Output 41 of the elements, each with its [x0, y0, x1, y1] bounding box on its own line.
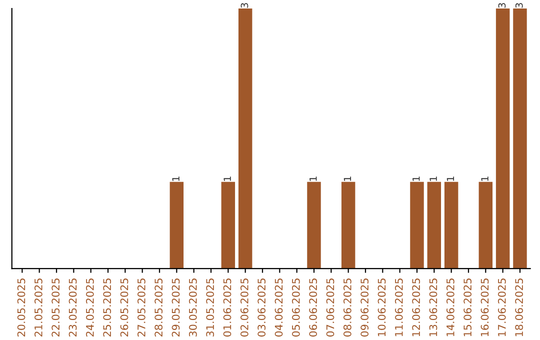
x-tick-label: 05.06.2025	[292, 278, 300, 337]
x-tick-label: 21.05.2025	[34, 278, 42, 337]
x-tick-label: 06.06.2025	[309, 278, 318, 337]
x-tick-label: 10.06.2025	[378, 278, 386, 336]
x-tick-label: 25.05.2025	[103, 278, 112, 337]
data-label: 1	[446, 176, 454, 181]
data-label: 1	[344, 176, 352, 181]
data-label: 1	[430, 176, 437, 181]
x-tick-label: 02.06.2025	[240, 278, 248, 337]
x-tick-label: 12.06.2025	[412, 278, 420, 336]
x-tick-label: 01.06.2025	[223, 278, 232, 337]
x-tick-label: 16.06.2025	[480, 278, 489, 336]
x-tick-label: 28.05.2025	[154, 278, 163, 337]
x-tick-label: 31.05.2025	[206, 278, 214, 336]
x-tick-label: 04.06.2025	[274, 278, 283, 337]
x-tick-label: 20.05.2025	[17, 278, 26, 337]
x-tick-label: 23.05.2025	[68, 278, 77, 337]
x-tick-label: 29.05.2025	[172, 278, 180, 337]
data-label: 3	[240, 3, 248, 8]
x-tick-label: 18.06.2025	[515, 278, 524, 336]
x-tick-label: 09.06.2025	[360, 278, 369, 337]
x-tick-label: 03.06.2025	[258, 278, 266, 337]
data-label: 1	[224, 176, 231, 181]
x-tick-label: 26.05.2025	[120, 278, 128, 337]
x-tick-label: 15.06.2025	[464, 278, 472, 336]
x-tick-label: 11.06.2025	[394, 278, 403, 336]
x-tick-label: 22.05.2025	[52, 278, 60, 337]
x-tick-label: 07.06.2025	[326, 278, 334, 337]
x-tick-label: 30.05.2025	[188, 278, 197, 336]
x-tick-label: 17.06.2025	[498, 278, 506, 336]
x-tick-label: 08.06.2025	[343, 278, 352, 337]
x-tick-label: 24.05.2025	[86, 278, 94, 337]
data-label: 3	[498, 3, 506, 8]
data-label: 1	[412, 176, 420, 181]
data-label: 1	[481, 176, 488, 181]
x-tick-label: 27.05.2025	[137, 278, 146, 337]
x-tick-label: 13.06.2025	[429, 278, 438, 336]
data-label: 1	[310, 176, 317, 181]
data-label: 1	[172, 176, 180, 181]
data-label: 3	[515, 3, 523, 8]
x-tick-label: 14.06.2025	[446, 278, 454, 336]
